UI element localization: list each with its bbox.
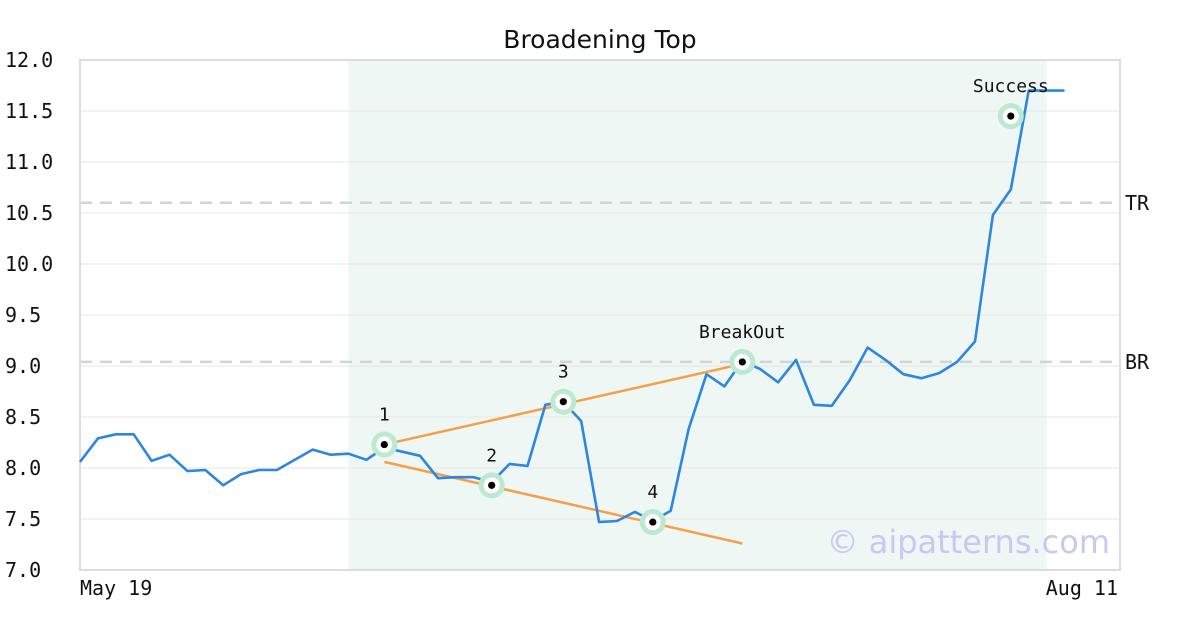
pattern-marker: BreakOut	[699, 322, 786, 375]
y-tick-label: 7.0	[5, 558, 41, 582]
trend-line-2	[384, 460, 743, 545]
level-label-br: BR	[1125, 350, 1150, 374]
y-tick-label: 12.0	[5, 48, 53, 72]
pattern-marker: 1	[371, 405, 398, 458]
marker-label: BreakOut	[699, 322, 786, 343]
marker-label: 4	[647, 482, 658, 503]
marker-layer: 1 2 3 4 BreakOut Success	[371, 76, 1049, 536]
pattern-marker: 4	[639, 482, 666, 536]
marker-dot	[488, 481, 496, 489]
levels-layer: TR BR	[80, 191, 1150, 374]
y-tick-label: 10.0	[5, 252, 53, 276]
y-tick-label: 8.5	[5, 405, 41, 429]
y-tick-labels: 12.0 11.5 11.0 10.5 10.0 9.5 9.0 8.5 8.0 7.5 7.0	[5, 48, 53, 582]
x-tick-label-end: Aug 11	[1046, 576, 1118, 600]
marker-label: 2	[486, 445, 497, 466]
level-label-tr: TR	[1125, 191, 1150, 215]
y-tick-label: 11.5	[5, 99, 53, 123]
watermark: © aipatterns.com	[827, 523, 1110, 561]
y-tick-label: 7.5	[5, 507, 41, 531]
marker-dot	[1007, 112, 1015, 120]
marker-dot	[738, 358, 746, 366]
plot-frame	[79, 59, 1121, 571]
y-tick-label: 10.5	[5, 201, 53, 225]
marker-label: 3	[558, 362, 569, 383]
marker-dot	[380, 440, 388, 449]
y-tick-label: 8.0	[5, 456, 41, 480]
price-series-line	[78, 89, 1065, 524]
x-tick-label-start: May 19	[80, 576, 152, 600]
marker-label: 1	[379, 405, 390, 426]
y-tick-label: 11.0	[5, 150, 53, 174]
marker-label: Success	[973, 76, 1049, 97]
pattern-marker: 3	[550, 362, 577, 415]
marker-dot	[559, 398, 567, 406]
marker-dot	[649, 518, 657, 526]
pattern-marker: Success	[973, 76, 1049, 130]
chart-title: Broadening Top	[503, 25, 696, 54]
series-layer	[78, 89, 1065, 524]
y-tick-label: 9.0	[5, 354, 41, 378]
y-tick-label: 9.5	[5, 303, 41, 327]
pattern-marker: 2	[478, 445, 505, 499]
